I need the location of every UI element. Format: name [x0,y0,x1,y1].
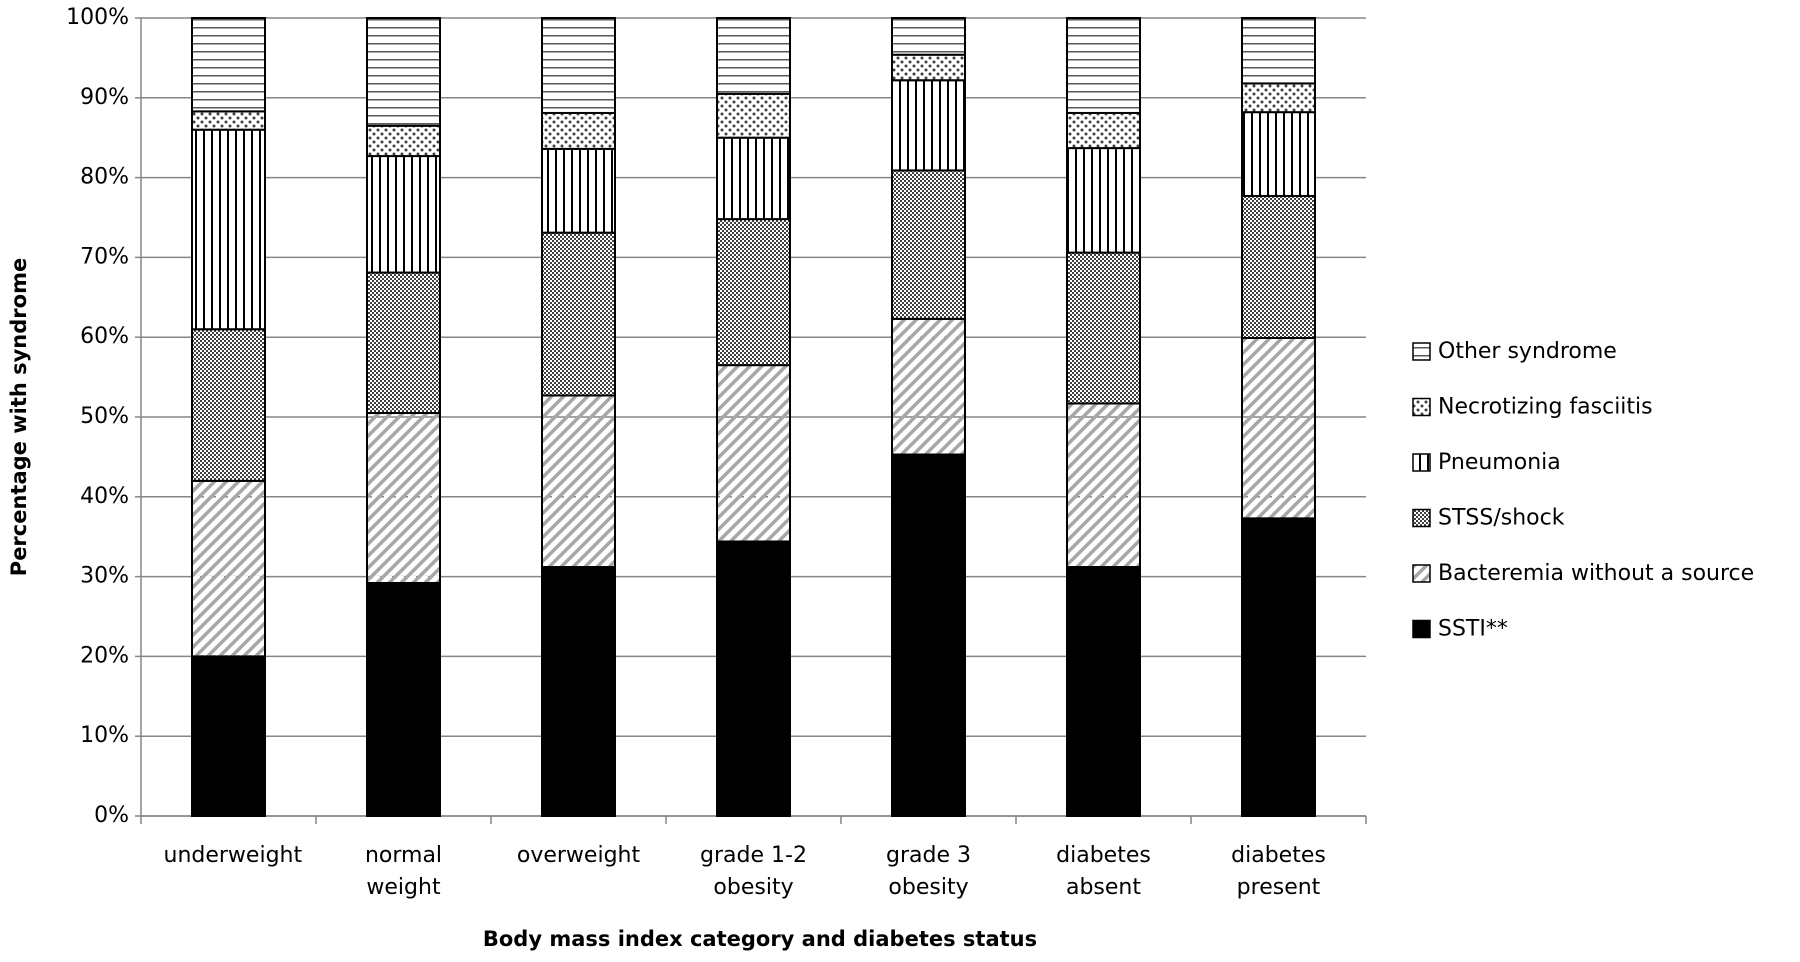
bar-segment [891,53,966,82]
bar-segment [716,364,791,543]
legend-swatch [1412,508,1431,528]
y-tick-label: 30% [80,564,129,589]
legend-swatch [1412,453,1431,472]
legend-swatch [1412,342,1431,361]
bar-segment [1241,194,1316,339]
x-tick-label: underweight [163,843,303,868]
legend-swatch [1412,397,1431,417]
bar-segment [1241,517,1316,817]
bar-segment [1066,402,1141,569]
bar-segment [366,124,441,158]
bar-segment [1066,111,1141,150]
bar-segment [191,479,266,658]
bar-segment [541,394,616,569]
bar-segment [1066,147,1141,254]
bar-segment [891,79,966,172]
bar-segment [366,412,441,584]
bar-segment [366,581,441,818]
y-axis-title: Percentage with syndrome [7,258,31,576]
bar-segment [716,136,791,221]
x-axis-title: Body mass index category and diabetes st… [483,927,1037,951]
bar-segment [541,17,616,114]
bar-segment [716,92,791,139]
bar-segment [191,655,266,818]
y-tick-label: 20% [80,643,129,668]
legend-swatch [1412,619,1431,639]
bar-segment [716,218,791,367]
bar-segment [1066,251,1141,405]
y-tick-label: 60% [80,324,129,349]
y-tick-label: 90% [80,85,129,110]
y-tick-label: 80% [80,165,129,190]
x-tick-label: normal weight [364,843,443,900]
bar-segment [1241,17,1316,85]
y-tick-label: 100% [66,5,129,30]
y-tick-label: 40% [80,484,129,509]
bar-segment [191,328,266,482]
legend-label: Other syndrome [1438,339,1617,364]
legend-swatch [1412,564,1431,583]
bar-segment [366,155,441,274]
bar-segment [891,169,966,320]
bar-segment [541,566,616,817]
bar-segment [1241,336,1316,520]
x-tick-label: overweight [516,843,641,868]
bar-segment [891,317,966,456]
bar-segment [191,128,266,331]
bar-segment [891,453,966,817]
y-tick-label: 50% [80,404,129,429]
bar-segment [541,111,616,150]
bar-segment [541,147,616,234]
x-tick-label: grade 3 obesity [886,843,971,900]
y-tick-label: 0% [94,803,129,828]
legend-label: Bacteremia without a source [1438,561,1754,586]
legend-label: STSS/shock [1438,506,1565,531]
bar-segment [716,17,791,95]
bar-segment [1241,82,1316,114]
y-tick-label: 70% [80,244,129,269]
bar-segment [1066,566,1141,817]
legend-label: SSTI** [1438,617,1508,642]
bar-segment [716,540,791,817]
bar-segment [1241,111,1316,197]
bar-segment [1066,17,1141,114]
bar-segment [891,17,966,56]
y-tick-label: 10% [80,723,129,748]
bar-segment [191,17,266,113]
bar-segment [366,17,441,127]
x-tick-label: grade 1-2 obesity [700,843,807,900]
bar-segment [366,271,441,415]
x-tick-label: diabetes absent [1056,843,1151,900]
legend-label: Pneumonia [1438,450,1561,475]
x-tick-label: diabetes present [1231,843,1326,900]
bar-segment [541,231,616,397]
bar-segment [191,110,266,131]
legend-label: Necrotizing fasciitis [1438,395,1653,420]
